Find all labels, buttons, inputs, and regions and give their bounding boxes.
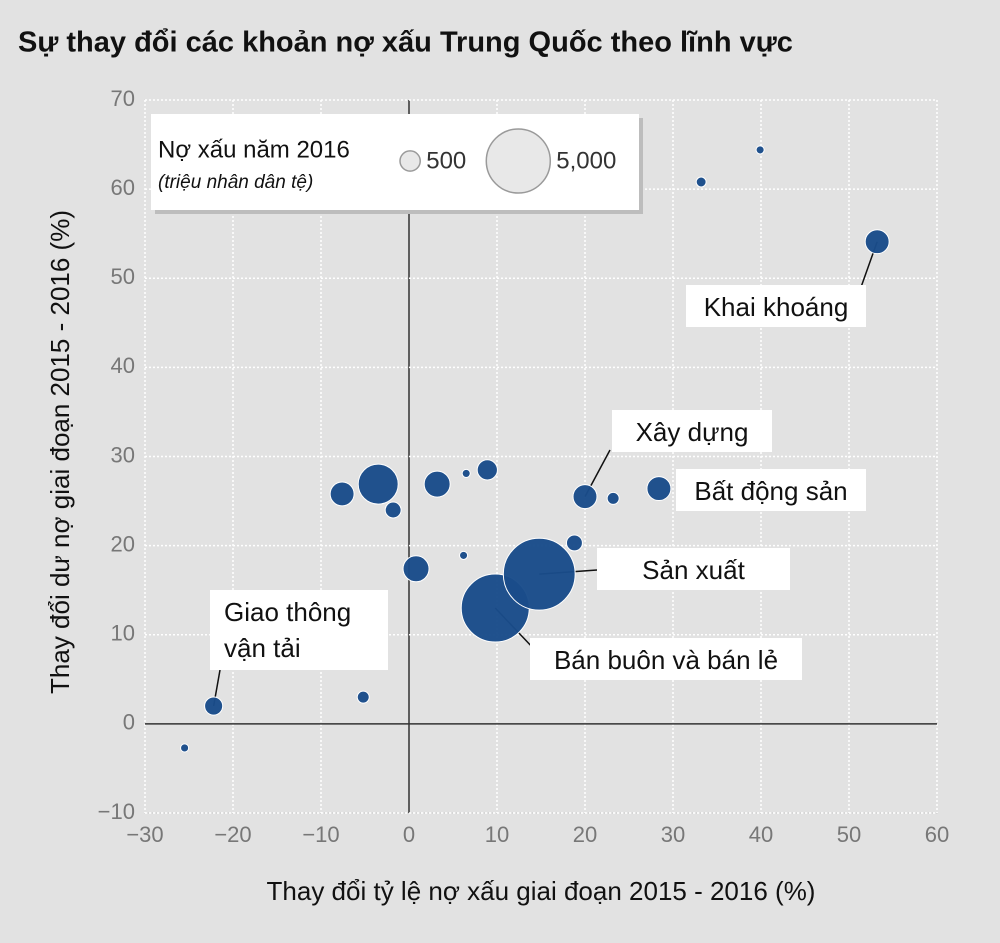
chart-title: Sự thay đổi các khoản nợ xấu Trung Quốc … (18, 27, 793, 59)
y-tick-label: 10 (111, 621, 135, 646)
y-tick-label: 60 (111, 175, 135, 200)
bubble (695, 176, 707, 188)
annotation: Bất động sản (676, 469, 866, 511)
bubble (357, 463, 399, 505)
bubble (565, 534, 583, 552)
bubble (402, 555, 430, 583)
x-axis-label: Thay đổi tỷ lệ nợ xấu giai đoạn 2015 - 2… (267, 876, 816, 906)
y-tick-label: 30 (111, 442, 135, 467)
bubble (204, 696, 224, 716)
bubble (606, 491, 620, 505)
annotation: Xây dựng (612, 410, 772, 452)
x-tick-label: 20 (573, 822, 597, 847)
x-tick-label: 60 (925, 822, 949, 847)
legend-bubble (399, 150, 421, 172)
y-tick-label: −10 (98, 799, 135, 824)
x-tick-label: −10 (302, 822, 339, 847)
bubble (864, 229, 890, 255)
x-tick-label: −30 (126, 822, 163, 847)
x-tick-label: −20 (214, 822, 251, 847)
bubble (476, 459, 498, 481)
x-tick-label: 0 (403, 822, 415, 847)
bubble (356, 690, 370, 704)
x-tick-label: 50 (837, 822, 861, 847)
bubble (646, 476, 672, 502)
x-tick-label: 10 (485, 822, 509, 847)
bubble (461, 468, 471, 478)
legend-bubble (485, 128, 552, 194)
bubble (329, 481, 355, 507)
bubble (423, 470, 451, 498)
bubble (459, 550, 469, 560)
x-tick-label: 40 (749, 822, 773, 847)
y-tick-label: 70 (111, 86, 135, 111)
bubble (572, 484, 598, 510)
annotation: Sản xuất (597, 548, 790, 590)
y-tick-label: 50 (111, 264, 135, 289)
bubble (755, 145, 765, 155)
legend-label: 500 (426, 147, 466, 174)
legend-subtitle: (triệu nhân dân tệ) (158, 172, 313, 193)
y-tick-label: 0 (123, 710, 135, 735)
bubble (502, 537, 576, 611)
y-axis-label: Thay đổi dư nợ giai đoạn 2015 - 2016 (%) (45, 210, 75, 694)
bubble (180, 743, 190, 753)
bubble (384, 501, 402, 519)
y-tick-label: 40 (111, 353, 135, 378)
legend-box (151, 114, 639, 210)
annotation: Khai khoáng (686, 285, 866, 327)
annotation: Bán buôn và bán lẻ (530, 638, 802, 680)
x-tick-label: 30 (661, 822, 685, 847)
y-tick-label: 20 (111, 531, 135, 556)
annotation: Giao thông vận tải (210, 590, 388, 670)
legend-title: Nợ xấu năm 2016 (158, 136, 350, 163)
legend-label: 5,000 (556, 147, 616, 174)
